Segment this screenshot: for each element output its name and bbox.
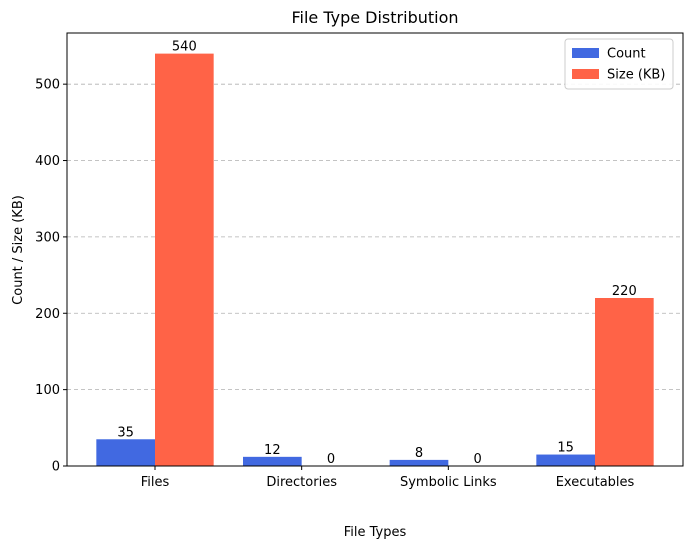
y-tick-label-3: 300 — [35, 230, 60, 245]
data-label-0-1: 12 — [264, 443, 281, 458]
bars — [96, 53, 654, 466]
legend: Count Size (KB) — [564, 38, 674, 90]
bar-0-0 — [96, 439, 155, 466]
bar-1-3 — [595, 297, 654, 466]
x-tick-label-3: Executables — [556, 475, 635, 490]
x-axis-label: File Types — [344, 525, 407, 540]
y-axis-label: Count / Size (KB) — [11, 195, 26, 305]
chart-title: File Type Distribution — [291, 8, 458, 27]
data-label-1-2: 0 — [474, 452, 482, 467]
legend-label-0: Count — [607, 47, 646, 62]
data-label-0-3: 15 — [557, 441, 574, 456]
y-tick-label-0: 0 — [52, 460, 60, 475]
data-label-1-3: 220 — [612, 284, 637, 299]
data-label-0-2: 8 — [415, 446, 423, 461]
y-tick-label-4: 400 — [35, 154, 60, 169]
y-tick-label-5: 500 — [35, 78, 60, 93]
x-tick-label-2: Symbolic Links — [400, 475, 497, 490]
y-tick-label-2: 200 — [35, 307, 60, 322]
legend-swatch-0 — [572, 48, 599, 58]
plot-frame — [66, 32, 684, 467]
data-label-0-0: 35 — [117, 425, 134, 440]
y-tick-label-1: 100 — [35, 383, 60, 398]
x-tick-label-1: Directories — [266, 475, 337, 490]
x-tick-label-0: Files — [141, 475, 170, 490]
legend-label-1: Size (KB) — [607, 68, 665, 83]
legend-swatch-1 — [572, 69, 599, 79]
axes: 0 100 200 300 400 500 Files Directories Symbolic… — [35, 78, 634, 490]
bar-0-1 — [243, 456, 302, 466]
data-labels: 35 12 8 15 540 0 0 220 — [117, 40, 636, 467]
bar-1-0 — [155, 53, 214, 466]
bar-0-3 — [536, 454, 595, 466]
data-label-1-1: 0 — [327, 452, 335, 467]
bar-0-2 — [389, 459, 449, 466]
data-label-1-0: 540 — [172, 40, 197, 55]
